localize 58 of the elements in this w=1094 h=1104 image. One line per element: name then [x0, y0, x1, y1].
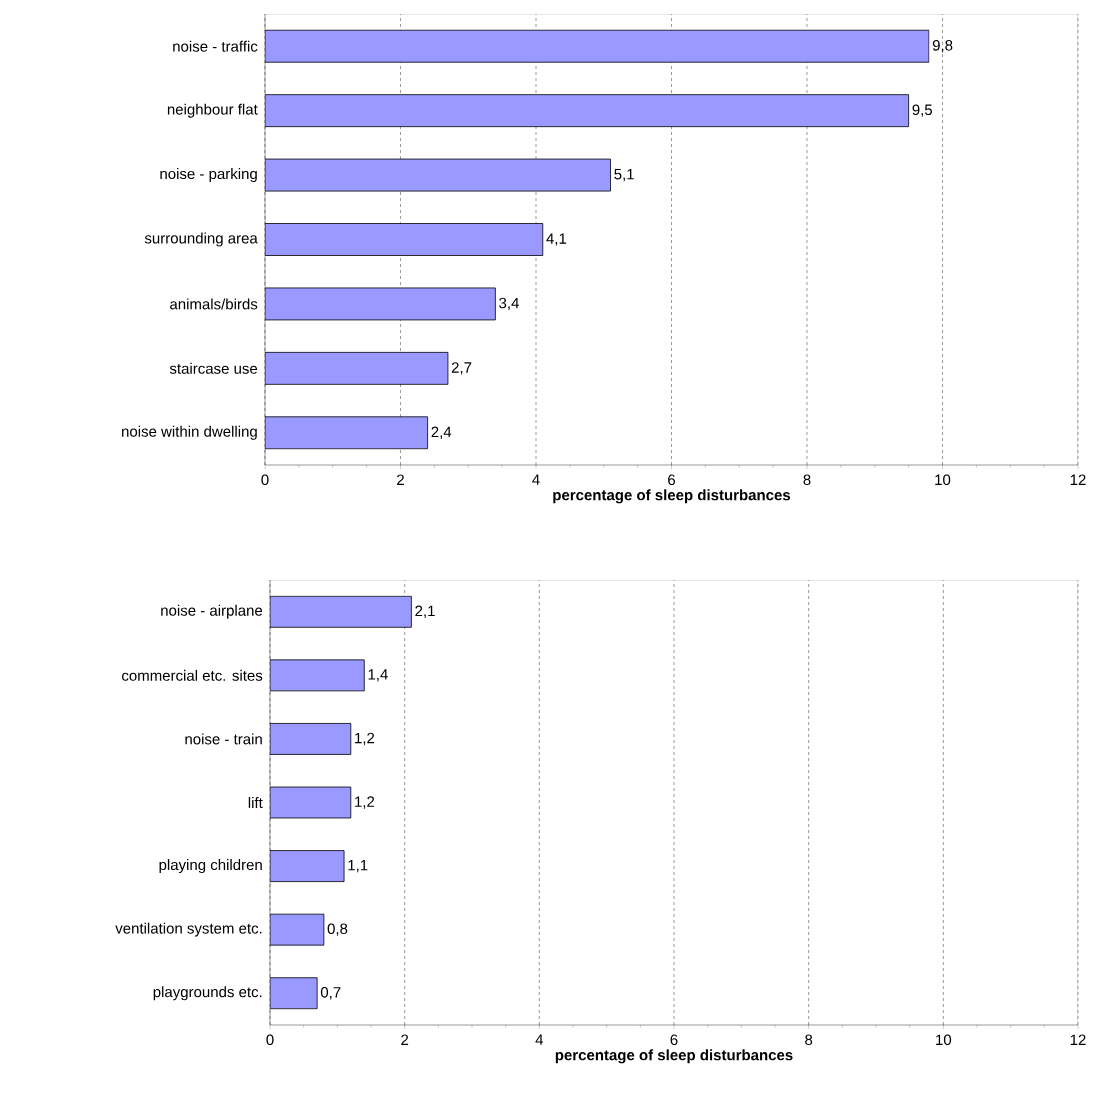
x-tick-label: 8: [805, 1034, 813, 1046]
x-tick-label: 2: [397, 474, 404, 485]
y-tick-label: neighbour flat: [167, 103, 258, 118]
bar: [270, 659, 365, 692]
bar: [265, 416, 428, 450]
x-tick-label: 12: [1070, 474, 1086, 485]
x-tick-label: 6: [670, 1034, 678, 1046]
y-tick-label: staircase use: [169, 362, 258, 374]
y-tick-label: lift: [248, 797, 263, 808]
x-tick-label: 6: [668, 474, 676, 486]
y-tick-label: noise - train: [185, 733, 262, 745]
x-tick-label: 10: [935, 474, 951, 486]
y-tick-label: ventilation system etc.: [115, 922, 262, 937]
bar: [270, 723, 352, 755]
x-tick-label: 4: [535, 1034, 544, 1045]
data-label: 9,8: [932, 40, 953, 53]
y-tick-label: noise - parking: [160, 168, 257, 183]
bar: [270, 850, 345, 882]
x-tick-label: 4: [532, 474, 540, 485]
bar: [270, 595, 412, 628]
data-label: 1,2: [355, 796, 375, 809]
data-label: 2,4: [431, 426, 452, 439]
data-label: 0,8: [327, 923, 348, 936]
data-label: 5,1: [614, 168, 634, 182]
x-axis-title: percentage of sleep disturbances: [555, 1049, 793, 1064]
bar: [270, 786, 352, 819]
y-tick-label: animals/birds: [170, 298, 258, 310]
bar: [265, 158, 611, 192]
x-tick-label: 2: [401, 1034, 409, 1045]
x-tick-label: 0: [266, 1034, 274, 1046]
data-label: 3,4: [499, 297, 519, 311]
y-tick-label: noise - traffic: [173, 40, 258, 52]
bar: [265, 29, 930, 63]
data-label: 1,2: [355, 732, 375, 746]
y-tick-label: noise within dwelling: [122, 425, 257, 440]
bar: [265, 351, 449, 385]
data-label: 1,4: [368, 669, 388, 682]
bar: [265, 223, 544, 256]
y-tick-label: commercial etc. sites: [122, 669, 263, 681]
y-tick-label: noise - airplane: [161, 604, 263, 619]
bar: [265, 287, 496, 321]
bar: [270, 977, 318, 1010]
data-label: 2,1: [415, 605, 435, 618]
data-label: 4,1: [546, 233, 567, 246]
bar: [270, 913, 325, 946]
data-label: 1,1: [348, 859, 368, 873]
bar: [265, 94, 910, 128]
x-tick-label: 10: [936, 1034, 952, 1046]
x-tick-label: 8: [803, 474, 811, 486]
y-tick-label: playgrounds etc.: [153, 986, 262, 1001]
x-axis-title: percentage of sleep disturbances: [553, 489, 791, 504]
data-label: 9,5: [912, 104, 933, 117]
data-label: 0,7: [320, 987, 341, 1000]
y-tick-label: playing children: [159, 859, 262, 874]
x-tick-label: 0: [261, 474, 269, 486]
x-tick-label: 12: [1070, 1034, 1086, 1045]
y-tick-label: surrounding area: [144, 232, 258, 247]
data-label: 2,7: [451, 362, 472, 375]
